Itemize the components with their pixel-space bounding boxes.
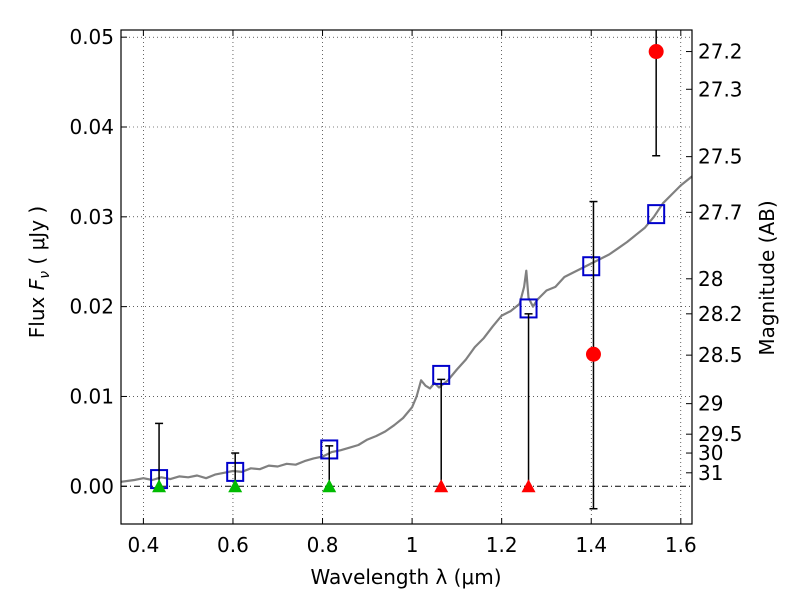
x-axis-label: Wavelength λ (μm) — [310, 565, 501, 589]
y-axis-label-subscript: ν — [37, 271, 53, 279]
upper-limit-marker — [521, 479, 536, 493]
detection-point — [648, 44, 664, 60]
y-axis-label-suffix: ( μJy ) — [25, 206, 49, 271]
y2-tick-label: 28.5 — [698, 343, 743, 367]
x-tick-label: 1 — [406, 533, 419, 557]
x-tick-label: 1.4 — [575, 533, 607, 557]
x-tick-label: 0.8 — [307, 533, 339, 557]
y-tick-label: 0.02 — [69, 295, 114, 319]
y2-tick-label: 29 — [698, 392, 723, 416]
y2-tick-label: 30 — [698, 441, 723, 465]
plot-frame — [120, 29, 693, 525]
model-square-point — [647, 204, 666, 225]
series-layer — [120, 30, 693, 510]
y2-tick-label: 27.5 — [698, 145, 743, 169]
y-tick-label: 0.04 — [69, 115, 114, 139]
y-tick-label: 0.01 — [69, 384, 114, 408]
y-axis-label: Flux Fν ( μJy ) — [25, 206, 53, 338]
y-tick-label: 0.00 — [69, 474, 114, 498]
y2-tick-label: 27.3 — [698, 77, 743, 101]
x-tick-label: 1.6 — [665, 533, 697, 557]
upper-limit-marker — [434, 479, 449, 493]
upper-limit-marker — [152, 479, 167, 493]
y-tick-label: 0.03 — [69, 205, 114, 229]
y-axis-label-prefix: Flux — [25, 290, 49, 338]
y-tick-label: 0.05 — [69, 25, 114, 49]
y2-tick-label: 29.5 — [698, 422, 743, 446]
y-axis-label-symbol: F — [25, 278, 49, 290]
upper-limit-marker — [322, 479, 337, 493]
model-square-point — [582, 256, 601, 277]
y2-tick-label: 31 — [698, 461, 723, 485]
grid-layer — [121, 30, 692, 524]
x-tick-label: 0.4 — [127, 533, 159, 557]
y2-tick-label: 27.7 — [698, 200, 743, 224]
y2-tick-label: 28.2 — [698, 302, 743, 326]
x-tick-label: 0.6 — [217, 533, 249, 557]
x-tick-label: 1.2 — [486, 533, 518, 557]
y2-tick-label: 27.2 — [698, 40, 743, 64]
detection-point — [585, 346, 601, 362]
y2-tick-label: 28 — [698, 267, 723, 291]
sed-line — [120, 175, 693, 483]
upper-limit-marker — [228, 479, 243, 493]
y2-axis-label: Magnitude (AB) — [755, 200, 779, 355]
axis-layer: 0.4 0.6 0.8 1 1.2 1.4 1.6 0.00 0.01 0.02 0.03 0.04 0… — [69, 25, 742, 557]
